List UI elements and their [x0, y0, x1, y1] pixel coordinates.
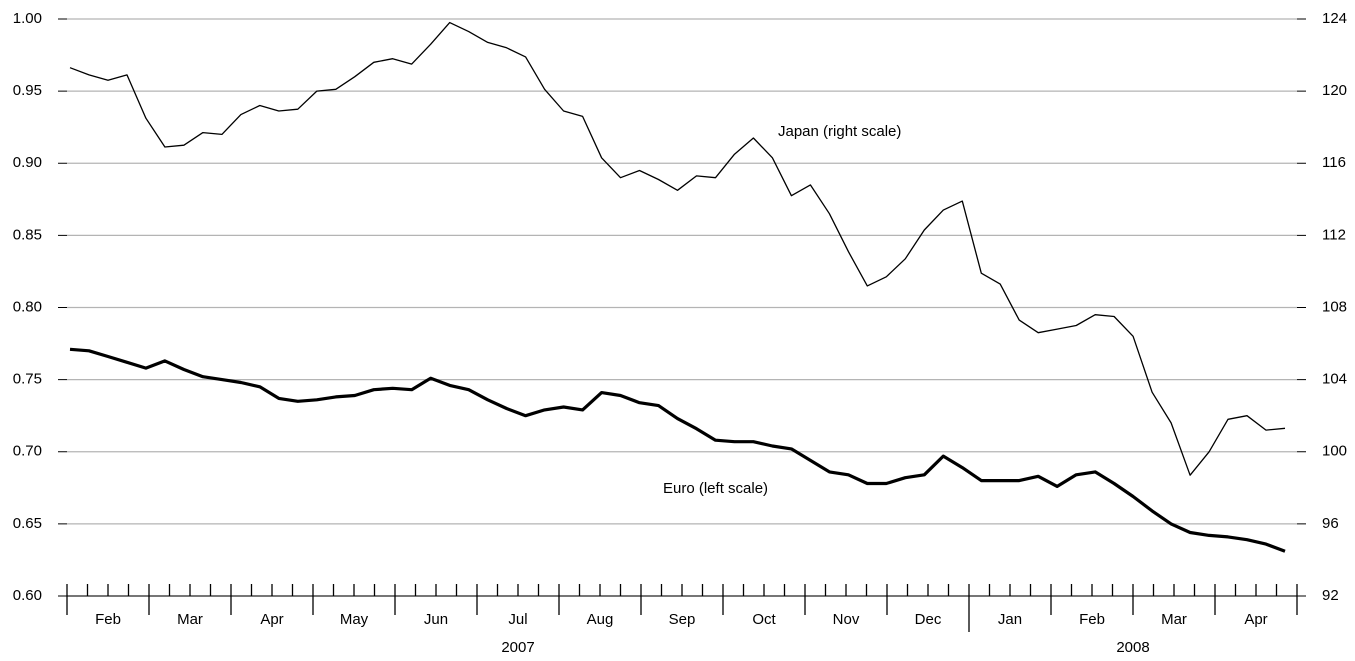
y2-tick-label: 116 [1322, 154, 1346, 171]
y-tick-label: 0.90 [13, 154, 42, 171]
y-tick-label: 0.75 [13, 371, 42, 388]
x-tick-label: Dec [915, 611, 942, 628]
x-tick-label: Mar [1161, 611, 1187, 628]
series-label: Japan (right scale) [778, 123, 901, 140]
x-tick-label: Aug [587, 611, 614, 628]
x-tick-label: Feb [95, 611, 121, 628]
y2-tick-label: 124 [1322, 10, 1347, 27]
year-label: 2008 [1116, 639, 1149, 656]
y2-tick-label: 120 [1322, 82, 1347, 99]
x-tick-label: Nov [833, 611, 860, 628]
y-tick-label: 0.65 [13, 515, 42, 532]
y2-tick-label: 92 [1322, 587, 1339, 604]
y2-tick-label: 108 [1322, 298, 1347, 315]
series-label: Euro (left scale) [663, 480, 768, 497]
x-tick-label: Jun [424, 611, 448, 628]
x-tick-label: Jul [508, 611, 527, 628]
x-tick-label: Apr [1244, 611, 1267, 628]
year-label: 2007 [501, 639, 534, 656]
x-tick-label: Oct [752, 611, 776, 628]
y2-tick-label: 100 [1322, 443, 1347, 460]
series-line [69, 21, 1286, 476]
x-tick-label: Jan [998, 611, 1022, 628]
y-tick-label: 0.60 [13, 587, 42, 604]
y2-tick-label: 104 [1322, 371, 1347, 388]
y2-tick-label: 112 [1322, 226, 1346, 243]
x-tick-label: May [340, 611, 369, 628]
y2-tick-label: 96 [1322, 515, 1339, 532]
y-tick-label: 1.00 [13, 10, 42, 27]
x-tick-label: Apr [260, 611, 283, 628]
y-tick-label: 0.95 [13, 82, 42, 99]
y-tick-label: 0.85 [13, 226, 42, 243]
x-tick-label: Sep [669, 611, 696, 628]
y-tick-label: 0.70 [13, 443, 42, 460]
series-line [69, 347, 1286, 553]
x-tick-label: Feb [1079, 611, 1105, 628]
x-tick-label: Mar [177, 611, 203, 628]
y-tick-label: 0.80 [13, 298, 42, 315]
